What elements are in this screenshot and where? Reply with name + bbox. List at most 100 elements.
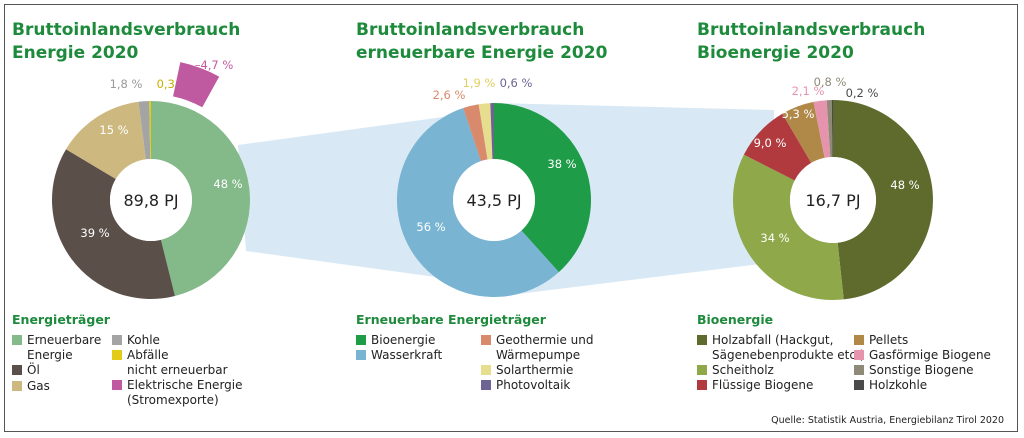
legend-label: Gasförmige Biogene (869, 348, 991, 362)
legend-swatch (697, 380, 707, 390)
slice-solarthermie (478, 103, 493, 160)
source-note: Quelle: Statistik Austria, Energiebilanz… (771, 415, 1004, 426)
legend-item-bioenergie: Bioenergie (356, 333, 435, 348)
chart-title-energie-line1: Bruttoinlandsverbrauch (12, 20, 241, 40)
data-label-elektrische-energie-stromexporte: –4,7 % (195, 58, 234, 72)
legend-item-erneuerbare-energie: Erneuerbare Energie (12, 333, 101, 363)
legend-label: Öl (27, 363, 40, 377)
slice-holzabfall-hackgut-saegenebenprodukte-etc (833, 100, 933, 300)
chart-title-erneuerbar-line1: Bruttoinlandsverbrauch (356, 20, 585, 40)
data-label-gasfoermige-biogene: 2,1 % (792, 84, 825, 98)
chart-title-erneuerbar-line2: erneuerbare Energie 2020 (356, 43, 608, 63)
legend-label: Holzkohle (869, 378, 928, 392)
legend-label: Erneuerbare Energie (27, 333, 102, 362)
legend-item-sonstige-biogene: Sonstige Biogene (854, 363, 974, 378)
data-label-kohle: 1,8 % (110, 77, 143, 91)
legend-swatch (481, 335, 491, 345)
legend-item-holzkohle: Holzkohle (854, 378, 927, 393)
slice-pellets (782, 101, 825, 163)
data-label-wasserkraft: 56 % (416, 220, 445, 234)
legend-title-energie: Energieträger (12, 312, 110, 327)
legend-title-bio: Bioenergie (697, 312, 774, 327)
donut-2: 48 % 34 % 9,0 % 5,3 % 2,1 %0,8 %0,2 % 16,7 PJ (733, 75, 933, 300)
legend-item-abfaelle-nicht-erneuerbar: Abfälle nicht erneuerbar (112, 348, 228, 378)
legend-swatch (12, 381, 22, 391)
figure-frame (4, 4, 1018, 432)
donut-hole (110, 159, 192, 241)
data-label-photovoltaik: 0,6 % (500, 76, 533, 90)
legend-item-pellets: Pellets (854, 333, 908, 348)
slice-sonstige-biogene (826, 100, 833, 158)
slice-elektrische-energie-stromexporte (173, 62, 220, 108)
slice-erneuerbare-energie (151, 101, 251, 297)
data-label-holzkohle: 0,2 % (846, 86, 879, 100)
data-label-pellets: 5,3 % (782, 107, 815, 121)
slice-photovoltaik (490, 103, 494, 160)
chart-title-erneuerbar: Bruttoinlandsverbrauch erneuerbare Energ… (356, 19, 607, 65)
legend-item-geothermie-und-waermepumpe: Geothermie und Wärmepumpe (481, 333, 594, 363)
legend-swatch (697, 365, 707, 375)
legend-swatch (697, 335, 707, 345)
slice-gasfoermige-biogene (813, 100, 831, 158)
legend-label: Holzabfall (Hackgut, Sägenebenprodukte e… (712, 333, 865, 362)
legend-swatch (481, 380, 491, 390)
slice-abfaelle-nicht-erneuerbar (149, 101, 151, 160)
legend-item-fluessige-biogene: Flüssige Biogene (697, 378, 813, 393)
chart-title-energie-line2: Energie 2020 (12, 43, 139, 63)
legend-label: Bioenergie (371, 333, 436, 347)
legend-swatch (356, 335, 366, 345)
legend-swatch (854, 380, 864, 390)
center-total-label: 43,5 PJ (466, 191, 521, 210)
legend-label: Scheitholz (712, 363, 774, 377)
legend-swatch (854, 335, 864, 345)
legend-item-kohle: Kohle (112, 333, 160, 348)
legend-label: Geothermie und Wärmepumpe (496, 333, 594, 362)
slice-fluessige-biogene (743, 113, 812, 181)
legend-item-solarthermie: Solarthermie (481, 363, 573, 378)
legend-swatch (481, 365, 491, 375)
legend-item-photovoltaik: Photovoltaik (481, 378, 570, 393)
legend-swatch (112, 380, 122, 390)
slice-wasserkraft (396, 108, 559, 298)
legend-swatch (854, 350, 864, 360)
legend-label: Abfälle nicht erneuerbar (127, 348, 228, 377)
data-label-sonstige-biogene: 0,8 % (814, 75, 847, 89)
legend-label: Kohle (127, 333, 160, 347)
legend-swatch (12, 365, 22, 375)
slice-gas (66, 101, 146, 179)
legend-item-scheitholz: Scheitholz (697, 363, 774, 378)
legend-item-gas: Gas (12, 379, 50, 394)
data-label-oel: 39 % (80, 226, 109, 240)
legend-label: Photovoltaik (496, 378, 571, 392)
legend-label: Gas (27, 379, 50, 393)
data-label-erneuerbare-energie: 48 % (213, 177, 242, 191)
slice-holzkohle (831, 100, 833, 157)
legend-swatch (112, 335, 122, 345)
center-total-label: 16,7 PJ (805, 191, 860, 210)
chart-title-bio-line1: Bruttoinlandsverbrauch (697, 20, 926, 40)
legend-label: Wasserkraft (371, 348, 443, 362)
legend-label: Pellets (869, 333, 909, 347)
legend-swatch (12, 335, 22, 345)
donut-hole (453, 159, 535, 241)
data-label-solarthermie: 1,9 % (463, 76, 496, 90)
data-label-fluessige-biogene: 9,0 % (754, 136, 787, 150)
legend-item-gasfoermige-biogene: Gasförmige Biogene (854, 348, 991, 363)
legend-swatch (112, 350, 122, 360)
legend-item-elektrische-energie-stromexporte: Elektrische Energie (Stromexporte) (112, 378, 243, 408)
data-label-scheitholz: 34 % (760, 231, 789, 245)
data-label-holzabfall-hackgut-saegenebenprodukte-etc: 48 % (890, 178, 919, 192)
legend-swatch (356, 350, 366, 360)
donut-0: 48 %39 %15 %1,8 % 0,3 %–4,7 %89,8 PJ (51, 58, 251, 300)
data-label-bioenergie: 38 % (547, 157, 576, 171)
legend-item-wasserkraft: Wasserkraft (356, 348, 442, 363)
slice-oel (51, 149, 175, 300)
legend-item-holzabfall-hackgut-saegenebenprodukte-etc: Holzabfall (Hackgut, Sägenebenprodukte e… (697, 333, 864, 363)
chart-title-bio: Bruttoinlandsverbrauch Bioenergie 2020 (697, 19, 925, 65)
slice-bioenergie (494, 103, 591, 273)
legend-label: Sonstige Biogene (869, 363, 974, 377)
slice-geothermie-und-waermepumpe (463, 104, 488, 162)
chart-title-energie: Bruttoinlandsverbrauch Energie 2020 (12, 19, 240, 65)
